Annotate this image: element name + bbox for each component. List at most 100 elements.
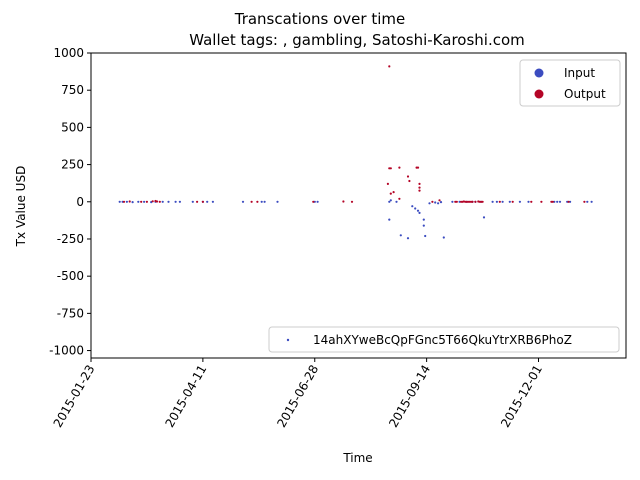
y-tick-label: -250 [57,232,84,246]
data-point [250,200,253,203]
data-point [422,218,425,221]
data-point [125,200,128,203]
x-tick-label: 2015-04-11 [162,363,209,430]
data-point [590,200,593,203]
data-point [260,200,263,203]
chart-subtitle: Wallet tags: , gambling, Satoshi-Karoshi… [189,31,525,49]
data-point [418,182,421,185]
data-point [471,200,474,203]
data-point [206,200,209,203]
series-input [118,199,593,240]
y-tick-label: 1000 [53,46,84,60]
y-tick-label: -500 [57,269,84,283]
data-point [388,65,391,68]
data-point [416,209,420,212]
data-point [455,200,458,203]
data-point [191,200,194,203]
data-point [389,167,392,170]
data-point [418,211,421,214]
data-point [161,200,164,203]
data-point [342,200,345,203]
data-point [428,202,431,205]
data-point [140,200,143,203]
legend-label-output: Output [564,87,606,101]
data-point [395,200,398,203]
data-point [122,200,126,203]
data-point [137,200,140,203]
data-point [241,200,245,203]
data-point [418,189,421,192]
data-point [211,200,214,203]
legend: Input Output [519,59,621,107]
y-tick-label: 250 [61,158,84,172]
data-point [178,200,181,203]
data-point [416,166,420,169]
data-point [530,200,533,203]
x-tick-label: 2015-01-23 [51,363,98,430]
x-tick-label: 2015-09-14 [386,363,433,430]
data-point [556,200,559,203]
data-point [406,237,410,240]
data-point [316,200,319,203]
data-point [491,200,494,203]
data-point [350,200,354,203]
data-point [442,236,445,239]
data-point [418,186,421,189]
data-point [551,200,554,203]
plot-frame [90,52,627,359]
y-tick-label: 0 [76,195,84,209]
data-point [158,200,161,203]
data-point [312,200,315,203]
data-point [398,166,401,169]
data-point [437,202,440,205]
address-legend: 14ahXYweBcQpFGnc5T66QkuYtrXRB6PhoZ [268,326,620,353]
data-point [128,200,131,203]
data-point [388,200,391,203]
data-point [583,200,586,203]
x-axis-label: Time [342,451,372,465]
data-point [511,200,514,203]
y-tick-label: 500 [61,120,84,134]
data-point [498,200,501,203]
data-point [389,199,392,202]
data-point [167,200,170,203]
data-point [558,200,562,203]
data-point [118,200,121,203]
legend-marker-input [534,68,544,78]
data-point [174,200,177,203]
data-point [406,175,410,178]
legend-label-input: Input [564,66,595,80]
data-point [474,200,477,203]
data-point [495,200,498,203]
data-point [392,191,395,194]
legend-frame [519,59,621,107]
data-point [411,205,414,208]
data-point [388,218,391,221]
data-point [422,224,425,227]
data-point [398,197,401,200]
x-tick-label: 2015-12-01 [498,363,545,430]
data-point [414,207,417,210]
series-output [122,65,586,203]
data-point [143,200,146,203]
data-point [439,201,443,204]
address-legend-frame [268,326,620,353]
data-point [408,179,411,183]
data-point [389,192,392,195]
legend-marker-output [534,89,544,99]
data-point [431,200,434,203]
address-legend-marker [286,338,290,342]
data-point [424,234,427,238]
chart-title: Transcations over time [234,10,406,28]
data-point [482,216,486,219]
data-point [481,200,484,203]
data-point [501,200,504,203]
y-axis-label: Tx Value USD [14,166,28,248]
data-point [438,199,441,202]
x-tick-label: 2015-06-28 [274,363,321,430]
y-tick-label: 750 [61,83,84,97]
data-point [567,200,570,203]
data-point [586,200,589,203]
data-point [527,200,530,203]
data-point [276,200,279,203]
